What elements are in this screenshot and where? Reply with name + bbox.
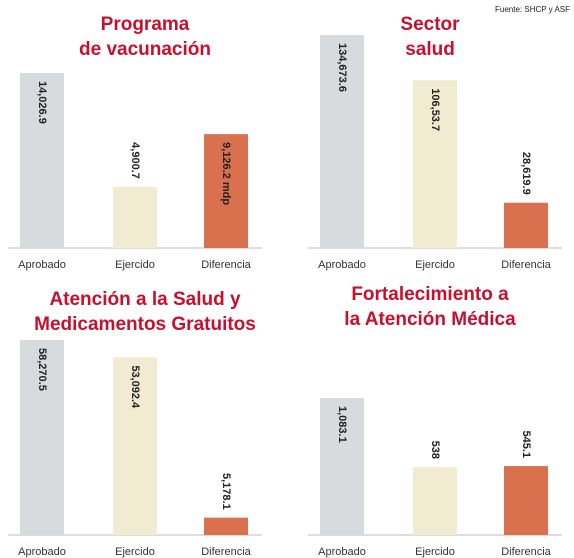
value-label: 1,083.1 (336, 406, 348, 443)
chart-title: Fortalecimiento a (351, 284, 509, 305)
category-label: Diferencia (501, 546, 551, 558)
category-label: Aprobado (18, 546, 66, 558)
value-label: 5,178.1 (220, 473, 232, 510)
bar (113, 186, 157, 248)
value-label: 4,900.7 (129, 142, 141, 179)
bar (504, 202, 548, 248)
chart-title: Programa (101, 14, 190, 35)
chart-title: salud (405, 39, 455, 60)
category-label: Ejercido (415, 259, 455, 271)
bar (204, 517, 248, 535)
value-label: 545.1 (520, 431, 532, 459)
value-label: 9,126.2 mdp (220, 142, 232, 205)
value-label: 134,673.6 (336, 43, 348, 92)
bar (504, 466, 548, 535)
category-label: Aprobado (318, 546, 366, 558)
category-label: Diferencia (201, 546, 251, 558)
value-label: 106,53.7 (429, 88, 441, 131)
bar (204, 134, 248, 248)
category-label: Diferencia (501, 259, 551, 271)
value-label: 58,270.5 (36, 348, 48, 391)
bar (320, 398, 364, 535)
category-label: Ejercido (115, 259, 155, 271)
bar (20, 73, 64, 248)
category-label: Aprobado (18, 259, 66, 271)
chart-title: Medicamentos Gratuitos (34, 314, 256, 335)
bar (413, 466, 457, 535)
source: Fuente: SHCP y ASF (495, 5, 570, 14)
bar (413, 80, 457, 248)
category-label: Ejercido (115, 546, 155, 558)
value-label: 28,619.9 (520, 152, 532, 195)
bar (113, 357, 157, 535)
value-label: 14,026.9 (36, 81, 48, 124)
chart-title: la Atención Médica (344, 309, 516, 330)
chart-title: de vacunación (79, 39, 211, 60)
bar (20, 340, 64, 535)
category-label: Aprobado (318, 259, 366, 271)
value-label: 538 (429, 441, 441, 459)
bar (320, 35, 364, 248)
chart-title: Sector (400, 14, 460, 35)
chart-title: Atención a la Salud y (49, 289, 241, 310)
value-label: 53,092.4 (129, 365, 141, 409)
category-label: Diferencia (201, 259, 251, 271)
category-label: Ejercido (415, 546, 455, 558)
